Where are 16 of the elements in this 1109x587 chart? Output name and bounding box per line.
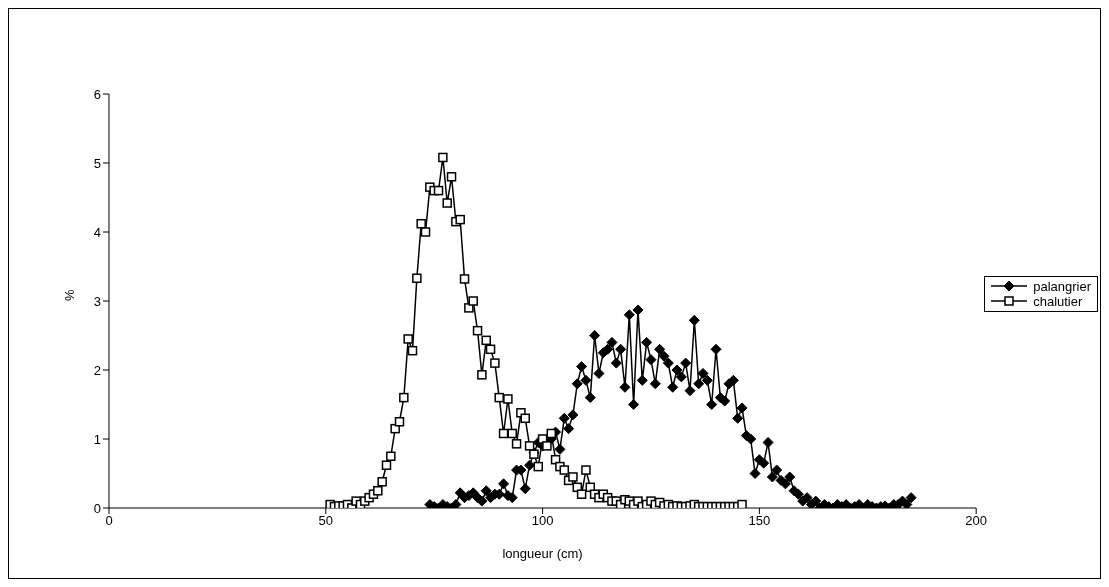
x-tick-label: 200 [965, 513, 988, 529]
x-tick-label: 150 [748, 513, 771, 529]
legend-label: palangrier [1033, 278, 1091, 294]
x-axis-title: longueur (cm) [502, 546, 583, 561]
y-tick-label: 2 [93, 362, 101, 378]
y-tick-label: 3 [93, 293, 101, 309]
legend-label: chalutier [1033, 293, 1083, 309]
y-tick-label: 6 [93, 86, 101, 102]
y-tick-label: 1 [93, 431, 101, 447]
y-axis-title: % [61, 289, 77, 301]
x-tick-label: 50 [318, 513, 334, 529]
x-tick-label: 0 [105, 513, 113, 529]
y-tick-label: 5 [93, 155, 101, 171]
x-tick-label: 100 [531, 513, 554, 529]
y-tick-label: 0 [93, 500, 101, 516]
y-tick-label: 4 [93, 224, 101, 240]
